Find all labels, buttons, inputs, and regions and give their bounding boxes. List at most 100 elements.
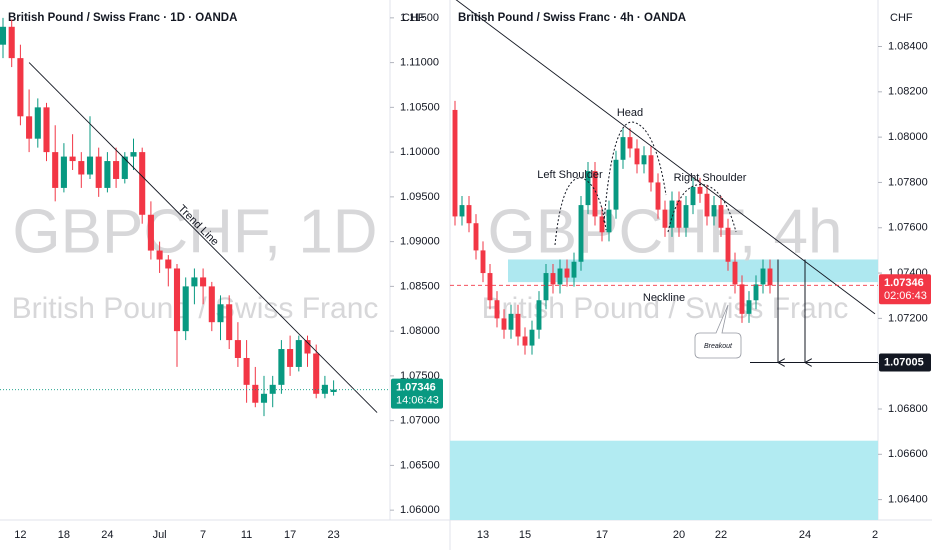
pattern-arcs bbox=[554, 121, 737, 246]
candle-body bbox=[69, 156, 76, 162]
watermark-subtitle: British Pound / Swiss Franc bbox=[482, 292, 849, 325]
candle-body bbox=[599, 216, 605, 233]
candle-body bbox=[330, 389, 337, 392]
candle-body bbox=[86, 156, 94, 175]
candle-body bbox=[26, 116, 33, 139]
x-tick-label: 11 bbox=[241, 529, 252, 541]
watermark: GBPCHF, 1D bbox=[12, 197, 377, 266]
candle-body bbox=[8, 26, 15, 59]
candle-body bbox=[278, 349, 285, 385]
breakout-callout bbox=[694, 304, 742, 359]
candle-body bbox=[165, 259, 172, 269]
candle-body bbox=[732, 261, 738, 285]
last-price-box bbox=[879, 274, 931, 305]
candle-body bbox=[226, 304, 233, 341]
x-tick-label: 18 bbox=[58, 529, 70, 541]
candle-body bbox=[704, 193, 710, 217]
candle-body bbox=[522, 336, 528, 346]
candle-body bbox=[655, 182, 661, 210]
candle-body bbox=[34, 107, 41, 139]
chart-title: British Pound / Swiss Franc · 4h · OANDA bbox=[458, 12, 686, 24]
candle-body bbox=[669, 200, 675, 228]
candle-body bbox=[697, 186, 703, 194]
y-tick-label: 1.09500 bbox=[400, 191, 440, 203]
candle-body bbox=[718, 205, 724, 228]
x-tick-label: 12 bbox=[14, 529, 26, 541]
candle-body bbox=[234, 340, 241, 358]
head-arc bbox=[603, 121, 667, 223]
candle-body bbox=[487, 273, 493, 301]
candle-body bbox=[739, 284, 745, 314]
candle-body bbox=[78, 161, 85, 175]
candle-body bbox=[648, 155, 654, 183]
candle-body bbox=[104, 161, 111, 188]
countdown: 14:06:43 bbox=[396, 395, 439, 407]
candle-body bbox=[208, 286, 215, 323]
y-tick-label: 1.11500 bbox=[400, 12, 439, 24]
annotation: Right Shoulder bbox=[674, 172, 747, 184]
x-tick-label: 17 bbox=[284, 529, 296, 541]
candle-body bbox=[585, 171, 591, 206]
x-tick-label: 22 bbox=[715, 529, 727, 541]
candle-body bbox=[606, 209, 612, 233]
x-tick-label: 17 bbox=[596, 529, 608, 541]
candle-body bbox=[480, 250, 486, 274]
candle-body bbox=[295, 340, 302, 367]
last-price-box bbox=[391, 378, 443, 409]
candle-body bbox=[60, 156, 67, 188]
candle-body bbox=[620, 137, 626, 160]
candle-body bbox=[287, 349, 294, 367]
countdown: 02:06:43 bbox=[884, 290, 927, 302]
candle-body bbox=[466, 205, 472, 224]
candle-body bbox=[711, 205, 717, 217]
y-tick-label: 1.06600 bbox=[888, 448, 928, 460]
candle-body bbox=[43, 107, 50, 153]
last-price-label: 1.07346 bbox=[884, 277, 924, 289]
candle-body bbox=[634, 148, 640, 165]
candle-body bbox=[173, 268, 181, 332]
right-shoulder-arc bbox=[667, 184, 737, 233]
candle-body bbox=[95, 156, 102, 188]
annotation: Left Shoulder bbox=[537, 169, 603, 181]
y-tick-label: 1.06400 bbox=[888, 494, 928, 506]
candle-body bbox=[17, 58, 24, 117]
candle-body bbox=[182, 286, 189, 332]
candle-body bbox=[557, 268, 563, 285]
candle-body bbox=[156, 250, 163, 260]
annotation: Neckline bbox=[643, 292, 685, 304]
candle-body bbox=[139, 152, 146, 215]
candle-body bbox=[113, 161, 120, 179]
candle-body bbox=[683, 205, 689, 228]
candle-body bbox=[313, 353, 320, 394]
chart-title: British Pound / Swiss Franc · 1D · OANDA bbox=[8, 12, 237, 24]
y-tick-label: 1.10000 bbox=[400, 146, 440, 158]
candle-body bbox=[578, 205, 584, 262]
x-tick-label: 7 bbox=[200, 529, 206, 541]
candle-body bbox=[200, 277, 207, 287]
target-box bbox=[879, 353, 931, 372]
candle-body bbox=[0, 26, 7, 45]
candle-body bbox=[550, 273, 556, 285]
candle-body bbox=[452, 109, 458, 217]
x-tick-label: 23 bbox=[327, 529, 339, 541]
zone bbox=[508, 259, 878, 283]
candle-body bbox=[627, 137, 633, 149]
x-tick-label: 2 bbox=[872, 529, 878, 541]
candle-body bbox=[564, 268, 570, 278]
candle-body bbox=[571, 261, 577, 278]
target-label: 1.07005 bbox=[884, 356, 924, 368]
y-tick-label: 1.07800 bbox=[888, 176, 928, 188]
left-shoulder-arc bbox=[554, 177, 607, 246]
y-tick-label: 1.10500 bbox=[400, 101, 440, 113]
annotation: Breakout bbox=[704, 343, 733, 350]
candle-body bbox=[269, 384, 276, 394]
x-tick-label: 20 bbox=[673, 529, 685, 541]
y-tick-label: 1.06000 bbox=[400, 504, 440, 516]
candle-body bbox=[515, 313, 521, 337]
candle-body bbox=[690, 186, 696, 206]
candle-body bbox=[473, 223, 479, 251]
candle-body bbox=[217, 304, 224, 323]
candle-body bbox=[662, 209, 668, 228]
